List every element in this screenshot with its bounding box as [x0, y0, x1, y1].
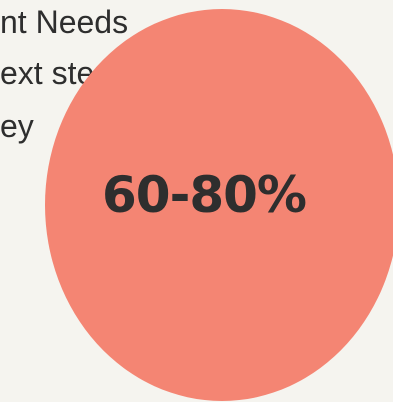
highlight-circle: 60-80% [45, 9, 393, 401]
background-text-line: nt Needs [0, 4, 129, 40]
background-text-line: ey [0, 108, 34, 144]
percentage-value: 60-80% [101, 166, 307, 224]
